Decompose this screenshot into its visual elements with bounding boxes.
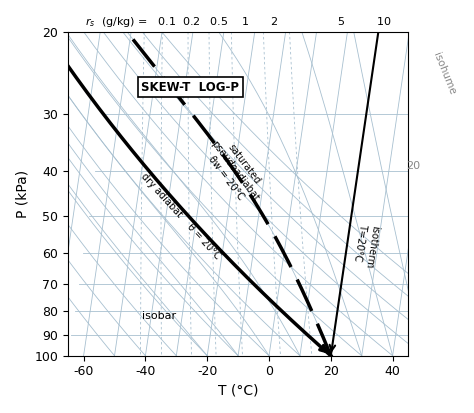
Text: dry adiabat    θ = 20°C: dry adiabat θ = 20°C bbox=[139, 171, 223, 261]
Text: isobar: isobar bbox=[142, 311, 176, 321]
Text: isotherm
T=20°C: isotherm T=20°C bbox=[352, 223, 380, 269]
Title: $r_s$  (g/kg) =   0.1  0.2   0.5    1      2                 5         10: $r_s$ (g/kg) = 0.1 0.2 0.5 1 2 5 10 bbox=[85, 15, 392, 29]
Y-axis label: P (kPa): P (kPa) bbox=[15, 170, 29, 218]
Text: SKEW-T  LOG-P: SKEW-T LOG-P bbox=[141, 81, 239, 94]
Text: saturated
pseudoadiabat
θw = 20°C: saturated pseudoadiabat θw = 20°C bbox=[200, 133, 270, 210]
Text: isohume: isohume bbox=[431, 51, 457, 96]
Text: 20: 20 bbox=[406, 161, 420, 171]
X-axis label: T (°C): T (°C) bbox=[218, 384, 258, 398]
